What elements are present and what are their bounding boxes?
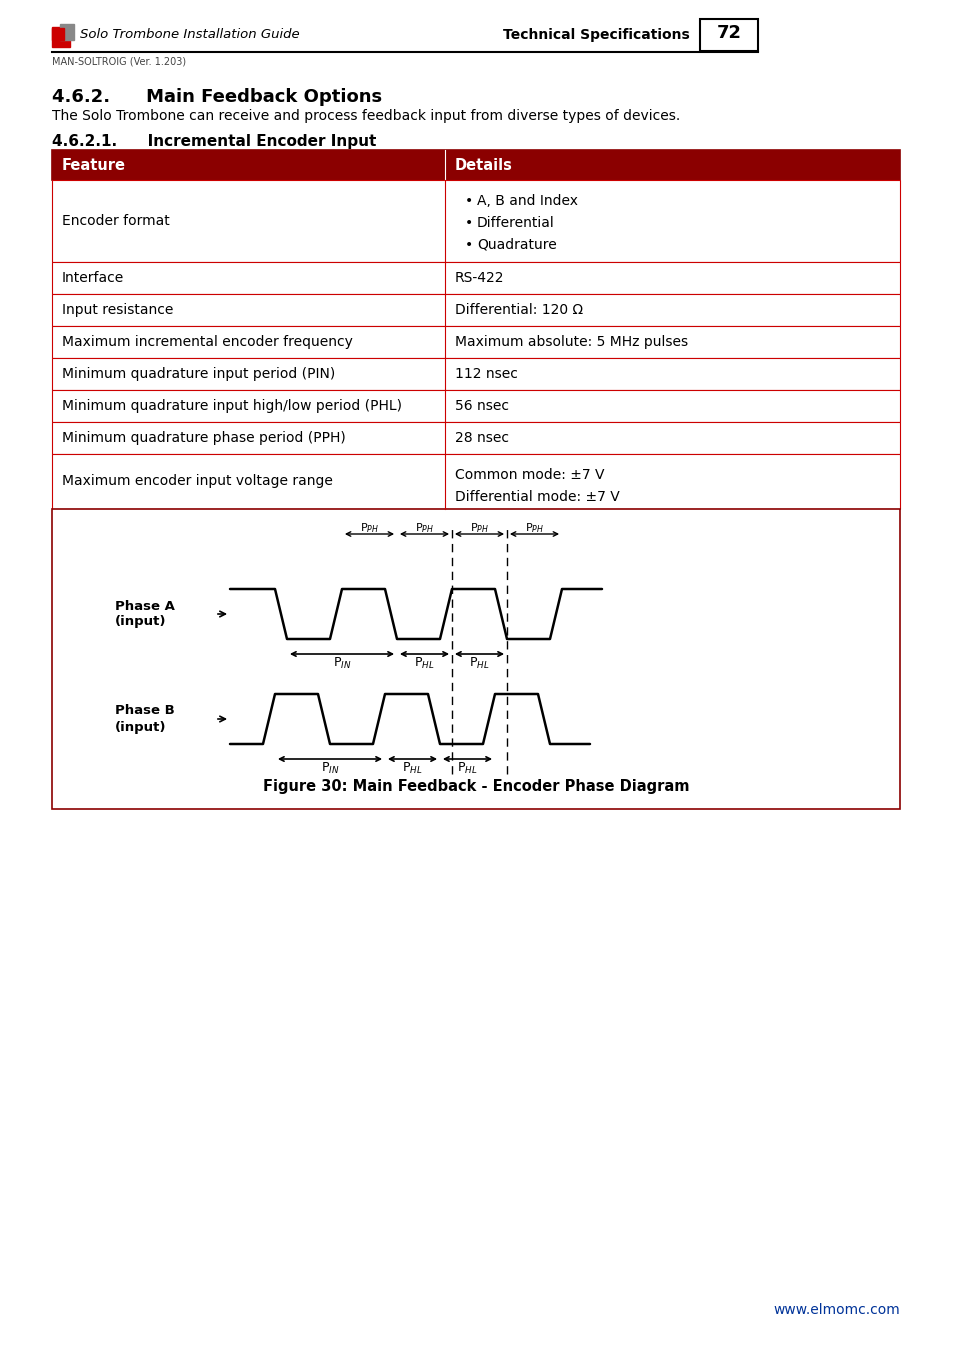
Text: (input): (input) xyxy=(115,721,167,733)
Text: www.elmomc.com: www.elmomc.com xyxy=(773,1303,899,1318)
Text: P$_{IN}$: P$_{IN}$ xyxy=(320,761,339,776)
Text: Quadrature: Quadrature xyxy=(476,238,557,252)
Text: P$_{HL}$: P$_{HL}$ xyxy=(402,761,422,776)
Text: Technical Specifications: Technical Specifications xyxy=(503,28,689,42)
Text: Maximum incremental encoder frequency: Maximum incremental encoder frequency xyxy=(62,335,353,350)
Text: Minimum quadrature phase period (PPH): Minimum quadrature phase period (PPH) xyxy=(62,431,345,446)
Text: MAN-SOLTROIG (Ver. 1.203): MAN-SOLTROIG (Ver. 1.203) xyxy=(52,55,186,66)
Text: Phase A: Phase A xyxy=(115,599,174,613)
Text: P$_{PH}$: P$_{PH}$ xyxy=(524,521,543,535)
Bar xyxy=(52,454,899,509)
Text: Interface: Interface xyxy=(62,271,124,285)
Bar xyxy=(52,390,899,423)
Text: •: • xyxy=(464,216,473,230)
Text: RS-422: RS-422 xyxy=(455,271,504,285)
Text: Details: Details xyxy=(455,158,513,173)
Text: P$_{IN}$: P$_{IN}$ xyxy=(333,656,351,671)
Text: A, B and Index: A, B and Index xyxy=(476,194,578,208)
Bar xyxy=(52,27,70,47)
Bar xyxy=(52,423,899,454)
Bar xyxy=(52,28,64,40)
Text: Differential: 120 Ω: Differential: 120 Ω xyxy=(455,302,582,317)
Text: 72: 72 xyxy=(716,24,740,42)
Text: Phase B: Phase B xyxy=(115,705,174,717)
Text: Differential mode: ±7 V: Differential mode: ±7 V xyxy=(455,490,619,504)
Text: 28 nsec: 28 nsec xyxy=(455,431,509,446)
Text: Differential: Differential xyxy=(476,216,554,230)
Text: Solo Trombone Installation Guide: Solo Trombone Installation Guide xyxy=(80,28,299,40)
Text: •: • xyxy=(464,194,473,208)
Text: Encoder format: Encoder format xyxy=(62,215,170,228)
Text: P$_{HL}$: P$_{HL}$ xyxy=(456,761,477,776)
Text: P$_{HL}$: P$_{HL}$ xyxy=(414,656,435,671)
Bar xyxy=(52,150,899,180)
Text: Minimum quadrature input period (PIN): Minimum quadrature input period (PIN) xyxy=(62,367,335,381)
Text: (input): (input) xyxy=(115,616,167,629)
Text: •: • xyxy=(464,238,473,252)
Text: 56 nsec: 56 nsec xyxy=(455,400,509,413)
Bar xyxy=(52,180,899,262)
Text: Figure 30: Main Feedback - Encoder Phase Diagram: Figure 30: Main Feedback - Encoder Phase… xyxy=(262,779,688,795)
Text: P$_{HL}$: P$_{HL}$ xyxy=(469,656,489,671)
Text: Minimum quadrature input high/low period (PHL): Minimum quadrature input high/low period… xyxy=(62,400,401,413)
Text: 4.6.2.  Main Feedback Options: 4.6.2. Main Feedback Options xyxy=(52,88,382,107)
Text: 4.6.2.1.  Incremental Encoder Input: 4.6.2.1. Incremental Encoder Input xyxy=(52,134,376,148)
Text: Input resistance: Input resistance xyxy=(62,302,173,317)
Text: Common mode: ±7 V: Common mode: ±7 V xyxy=(455,468,604,482)
Text: Maximum absolute: 5 MHz pulses: Maximum absolute: 5 MHz pulses xyxy=(455,335,687,350)
Bar xyxy=(52,262,899,294)
Bar xyxy=(52,358,899,390)
Text: P$_{PH}$: P$_{PH}$ xyxy=(470,521,489,535)
Text: 112 nsec: 112 nsec xyxy=(455,367,517,381)
Text: The Solo Trombone can receive and process feedback input from diverse types of d: The Solo Trombone can receive and proces… xyxy=(52,109,679,123)
Bar xyxy=(60,24,74,40)
Bar xyxy=(52,294,899,325)
Text: P$_{PH}$: P$_{PH}$ xyxy=(415,521,434,535)
Text: Feature: Feature xyxy=(62,158,126,173)
Text: P$_{PH}$: P$_{PH}$ xyxy=(359,521,378,535)
Text: Maximum encoder input voltage range: Maximum encoder input voltage range xyxy=(62,474,333,489)
Bar xyxy=(700,19,758,51)
Bar xyxy=(52,509,899,809)
Bar xyxy=(52,325,899,358)
